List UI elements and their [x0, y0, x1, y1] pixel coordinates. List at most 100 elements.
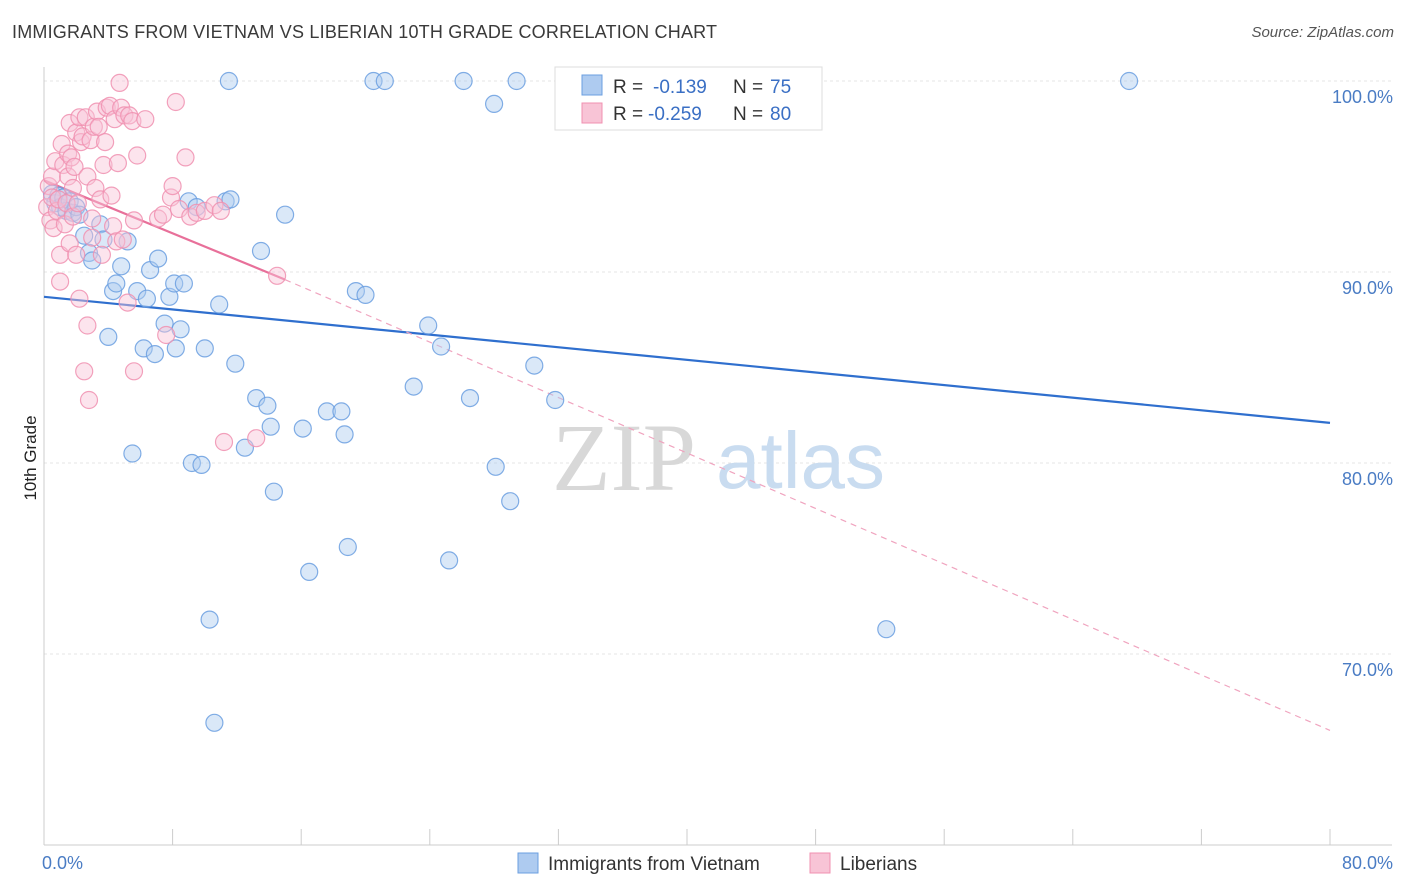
- point-liberians-78: [247, 429, 266, 448]
- point-liberians-55: [113, 230, 132, 249]
- point-vietnam-67: [460, 389, 480, 408]
- point-liberians-66: [157, 325, 176, 345]
- series-name-liberians: Liberians: [840, 854, 917, 875]
- point-vietnam-56: [335, 425, 354, 444]
- point-vietnam-63: [419, 316, 438, 335]
- point-liberians-48: [102, 186, 121, 205]
- point-liberians-15: [58, 167, 78, 186]
- point-liberians-39: [86, 178, 105, 198]
- point-vietnam-71: [507, 71, 526, 91]
- point-vietnam-29: [165, 274, 184, 293]
- point-vietnam-32: [174, 274, 193, 293]
- point-vietnam-75: [1119, 71, 1139, 91]
- series-swatch-vietnam: [517, 852, 539, 874]
- point-liberians-47: [100, 96, 120, 115]
- legend-r-label-1: R =: [613, 77, 643, 98]
- point-liberians-52: [108, 154, 128, 173]
- series-swatch-liberians: [809, 852, 831, 874]
- point-vietnam-12: [83, 251, 102, 270]
- scatter-points: [38, 71, 1139, 732]
- point-liberians-9: [50, 272, 70, 291]
- point-liberians-1: [39, 177, 58, 196]
- legend-swatch-vietnam: [581, 74, 603, 96]
- point-liberians-22: [65, 157, 84, 176]
- point-vietnam-66: [454, 71, 473, 91]
- point-liberians-19: [62, 148, 81, 167]
- point-liberians-51: [107, 232, 126, 251]
- point-vietnam-61: [375, 71, 394, 91]
- point-vietnam-57: [338, 537, 357, 557]
- point-liberians-41: [89, 117, 108, 136]
- y-tick-label-90: 90.0%: [1342, 278, 1393, 298]
- series-legend: Immigrants from Vietnam Liberians: [517, 852, 917, 875]
- point-vietnam-22: [134, 339, 153, 358]
- point-vietnam-73: [546, 390, 565, 410]
- chart-source: Source: ZipAtlas.com: [1251, 24, 1394, 41]
- point-vietnam-48: [258, 396, 277, 415]
- point-liberians-38: [84, 117, 103, 136]
- point-liberians-65: [153, 205, 173, 224]
- point-vietnam-51: [276, 205, 295, 224]
- point-vietnam-44: [226, 354, 245, 373]
- point-liberians-7: [47, 201, 67, 220]
- point-liberians-27: [70, 108, 89, 127]
- point-liberians-37: [83, 228, 102, 247]
- point-vietnam-20: [123, 444, 142, 463]
- point-vietnam-50: [264, 482, 283, 501]
- chart-title: IMMIGRANTS FROM VIETNAM VS LIBERIAN 10TH…: [12, 22, 718, 42]
- point-vietnam-59: [356, 285, 375, 304]
- legend-n-value-2: 80: [770, 104, 791, 125]
- point-liberians-61: [124, 362, 144, 381]
- point-vietnam-47: [251, 241, 271, 261]
- point-vietnam-18: [112, 257, 131, 276]
- point-vietnam-23: [137, 289, 156, 308]
- trend-liberians-extension: [284, 279, 1331, 731]
- point-vietnam-52: [293, 419, 312, 438]
- point-vietnam-62: [404, 377, 423, 396]
- point-liberians-53: [110, 73, 129, 93]
- point-vietnam-65: [440, 551, 459, 570]
- point-vietnam-74: [877, 620, 896, 639]
- point-liberians-45: [95, 133, 115, 152]
- x-tick-labels: 0.0% 80.0%: [42, 853, 1393, 873]
- point-liberians-50: [105, 110, 124, 129]
- point-liberians-79: [268, 266, 287, 285]
- y-tick-labels: 70.0% 80.0% 90.0% 100.0%: [1332, 87, 1393, 680]
- point-liberians-71: [176, 148, 195, 167]
- point-liberians-62: [128, 146, 147, 165]
- correlation-legend: R = -0.139 N = 75 R = -0.259 N = 80: [554, 66, 823, 131]
- point-liberians-30: [75, 362, 94, 381]
- legend-n-label-2: N =: [733, 104, 763, 125]
- point-vietnam-53: [300, 562, 319, 582]
- watermark: ZIP atlas: [552, 404, 885, 511]
- point-liberians-20: [63, 178, 83, 198]
- point-vietnam-30: [166, 339, 185, 358]
- point-liberians-74: [195, 201, 214, 220]
- point-liberians-18: [60, 234, 79, 253]
- point-vietnam-27: [155, 314, 174, 333]
- point-liberians-63: [136, 110, 155, 129]
- point-liberians-68: [163, 177, 182, 196]
- point-vietnam-40: [210, 295, 229, 314]
- point-vietnam-42: [219, 71, 238, 91]
- point-liberians-57: [118, 293, 137, 312]
- point-vietnam-38: [200, 610, 219, 629]
- point-liberians-34: [79, 390, 99, 410]
- point-vietnam-49: [261, 417, 280, 436]
- point-liberians-42: [91, 190, 110, 209]
- point-vietnam-58: [346, 282, 365, 301]
- watermark-atlas: atlas: [716, 416, 885, 505]
- point-vietnam-36: [192, 455, 211, 474]
- y-tick-label-80: 80.0%: [1342, 469, 1393, 489]
- point-liberians-11: [52, 134, 71, 154]
- point-liberians-33: [78, 316, 97, 335]
- x-tick-label-end: 80.0%: [1342, 853, 1393, 873]
- point-vietnam-64: [432, 337, 451, 356]
- legend-swatch-liberians: [581, 102, 603, 124]
- point-vietnam-17: [107, 274, 126, 293]
- legend-r-value-2: -0.259: [648, 104, 702, 125]
- point-vietnam-39: [205, 713, 224, 732]
- legend-r-value-1: -0.139: [653, 77, 707, 98]
- point-vietnam-68: [485, 94, 504, 114]
